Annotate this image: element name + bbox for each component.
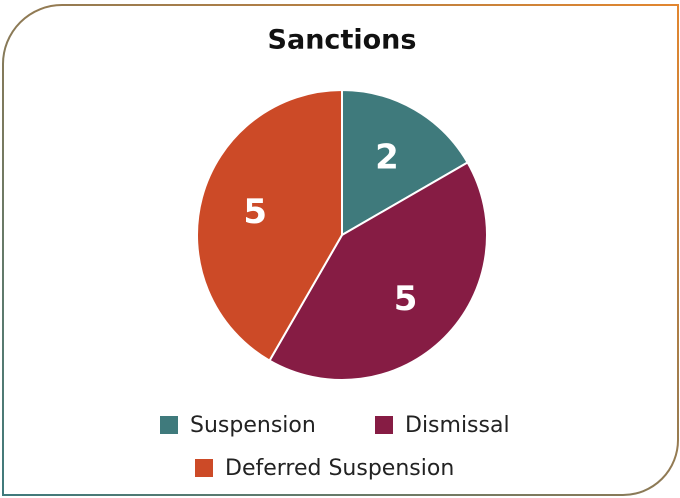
frame: [2, 4, 679, 496]
legend-label: Dismissal: [405, 413, 510, 438]
chart-title: Sanctions: [268, 25, 417, 56]
legend-label: Suspension: [190, 413, 316, 438]
data-label: 5: [394, 279, 418, 319]
pie-slice: [268, 161, 488, 381]
legend-swatch: [375, 416, 393, 434]
data-label: 5: [243, 192, 267, 232]
legend-label: Deferred Suspension: [225, 456, 454, 481]
pie-slice: [341, 88, 469, 237]
data-label: 2: [375, 138, 399, 178]
pie-slice: [196, 88, 343, 362]
legend-swatch: [195, 459, 213, 477]
legend-swatch: [160, 416, 178, 434]
